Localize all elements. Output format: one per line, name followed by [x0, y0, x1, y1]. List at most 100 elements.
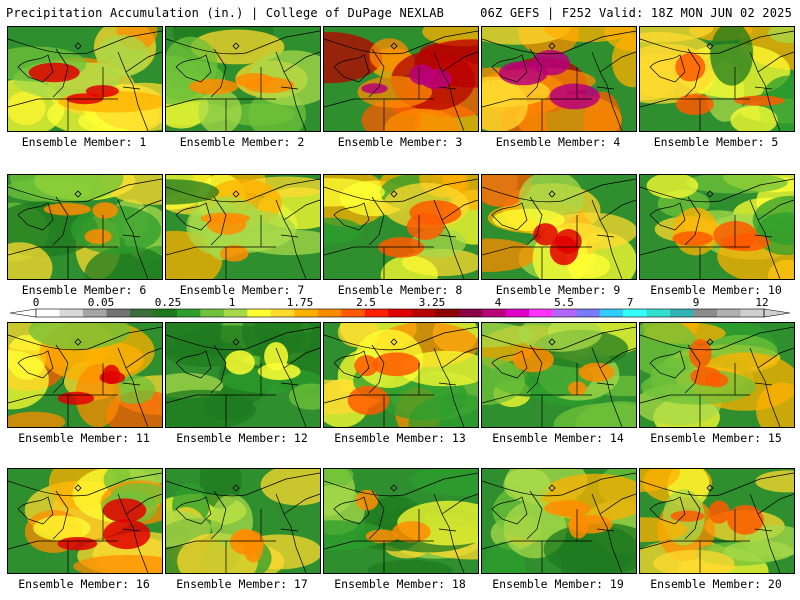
station-marker-icon [74, 484, 82, 492]
boundary-line [649, 350, 686, 379]
colorbar-tick-label: 5.5 [554, 296, 574, 309]
ensemble-map-panel [165, 174, 321, 280]
boundary-line [175, 496, 212, 525]
colorbar-swatch [529, 309, 553, 317]
precip-blob [260, 469, 320, 506]
colorbar-swatch [717, 309, 741, 317]
ensemble-member-label: Ensemble Member: 10 [650, 283, 782, 297]
colorbar-swatch [552, 309, 577, 317]
precip-core [225, 350, 255, 375]
precip-core [347, 385, 390, 415]
precip-blob [10, 175, 124, 203]
ensemble-member-label: Ensemble Member: 11 [18, 431, 150, 445]
ensemble-map-panel [639, 468, 795, 574]
precip-blob [611, 34, 636, 88]
station-marker-icon [548, 42, 556, 50]
colorbar: 0 0.05 0.25 1 1.75 2.5 3.25 4 5.5 7 9 12 [0, 296, 800, 320]
precip-blob [686, 175, 788, 194]
boundary-line [17, 202, 54, 231]
boundary-line [438, 86, 457, 90]
boundary-line [596, 86, 615, 90]
precip-blob [367, 559, 453, 573]
precip-blob [8, 201, 98, 257]
precip-map [8, 27, 162, 131]
boundary-line [684, 196, 701, 246]
ensemble-map-panel [165, 322, 321, 428]
boundary-line [166, 540, 197, 550]
boundary-line [596, 382, 615, 386]
boundary-line [441, 493, 478, 515]
ensemble-member-label: Ensemble Member: 6 [21, 283, 147, 297]
precip-blob [324, 469, 354, 489]
boundary-line [441, 347, 478, 369]
boundary-line [17, 496, 54, 525]
colorbar-swatch [435, 309, 460, 317]
boundary-line [283, 493, 320, 515]
boundary-line [754, 382, 773, 386]
precip-core [43, 203, 91, 216]
boundary-line [649, 496, 686, 525]
ensemble-member-label: Ensemble Member: 15 [650, 431, 782, 445]
ensemble-member-label: Ensemble Member: 9 [495, 283, 621, 297]
precip-core [705, 373, 729, 388]
precip-core [420, 69, 452, 90]
precip-blob [730, 105, 778, 131]
boundary-line [275, 51, 307, 131]
boundary-line [125, 347, 162, 369]
boundary-line [280, 86, 299, 90]
boundary-line [438, 528, 457, 532]
precip-core [512, 347, 554, 373]
ensemble-map-panel [7, 174, 163, 280]
boundaries-overlay [640, 178, 794, 279]
boundary-line [591, 347, 623, 427]
precip-map [8, 175, 162, 279]
boundary-line [8, 394, 39, 404]
boundary-line [280, 382, 299, 386]
precip-blob [482, 79, 528, 131]
station-marker-icon [390, 484, 398, 492]
precip-blob [73, 554, 162, 573]
boundary-line [649, 202, 686, 231]
ensemble-member-label: Ensemble Member: 5 [653, 135, 779, 149]
colorbar-swatch [153, 309, 178, 317]
precip-blob [575, 401, 636, 427]
ensemble-map-panel [481, 468, 637, 574]
colorbar-tick-label: 4 [494, 296, 502, 309]
precip-core [57, 391, 95, 405]
boundary-line [210, 48, 227, 98]
colorbar-swatch [129, 309, 154, 317]
precip-map [640, 27, 794, 131]
boundaries-overlay [482, 326, 636, 427]
colorbar-swatch [693, 309, 718, 317]
precip-core [257, 363, 301, 380]
boundary-line [591, 199, 623, 279]
precip-blob [482, 357, 525, 405]
ensemble-map-panel [323, 322, 479, 428]
boundary-line [757, 347, 794, 369]
precip-blob [653, 549, 735, 573]
precip-core [406, 212, 444, 240]
precip-core [568, 513, 589, 539]
precip-blob [324, 520, 389, 551]
boundary-line [333, 350, 370, 379]
ensemble-map-panel [323, 26, 479, 132]
boundary-line [122, 86, 141, 90]
boundary-line [599, 347, 636, 369]
colorbar-swatch [670, 309, 694, 317]
boundary-line [125, 51, 162, 73]
boundaries-overlay [640, 326, 794, 427]
station-marker-icon [232, 190, 240, 198]
boundary-line [749, 199, 781, 279]
boundary-line [52, 490, 69, 540]
precip-blob [768, 27, 794, 43]
colorbar-swatch [623, 309, 647, 317]
precip-map [324, 323, 478, 427]
boundary-line [441, 199, 478, 221]
ensemble-member-label: Ensemble Member: 17 [176, 577, 308, 591]
boundary-line [280, 234, 299, 238]
colorbar-swatch [59, 309, 84, 317]
boundary-line [526, 196, 543, 246]
ensemble-map-panel [481, 322, 637, 428]
boundary-line [491, 54, 528, 83]
ensemble-member-label: Ensemble Member: 13 [334, 431, 466, 445]
